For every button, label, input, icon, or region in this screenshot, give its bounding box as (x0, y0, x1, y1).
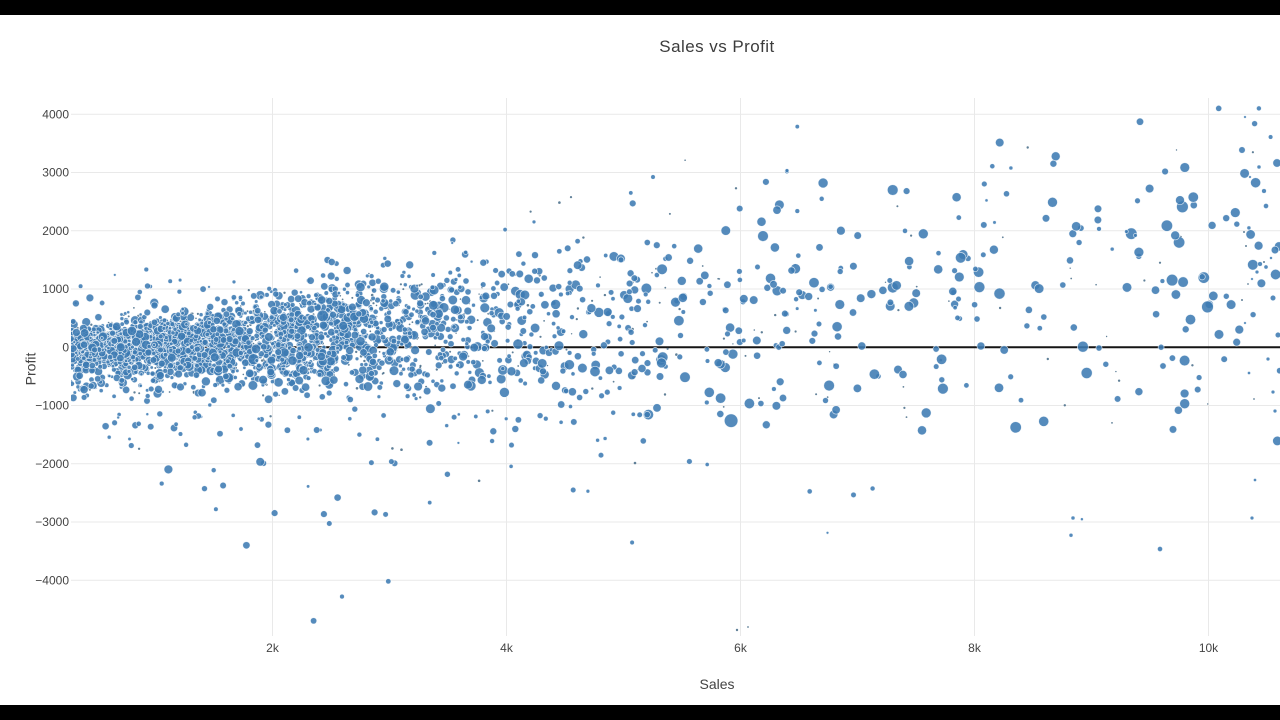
svg-text:Sales vs Profit: Sales vs Profit (659, 37, 774, 56)
svg-text:−4000: −4000 (35, 574, 69, 588)
svg-text:Profit: Profit (23, 353, 39, 386)
svg-text:8k: 8k (968, 641, 982, 655)
svg-text:−3000: −3000 (35, 515, 69, 529)
svg-text:Sales: Sales (699, 676, 734, 692)
svg-text:3000: 3000 (42, 166, 69, 180)
svg-text:1000: 1000 (42, 282, 69, 296)
svg-text:10k: 10k (1199, 641, 1219, 655)
svg-text:4k: 4k (500, 641, 514, 655)
svg-text:−1000: −1000 (35, 399, 69, 413)
svg-text:0: 0 (62, 340, 69, 354)
svg-text:2k: 2k (266, 641, 280, 655)
svg-text:2000: 2000 (42, 224, 69, 238)
svg-text:6k: 6k (734, 641, 748, 655)
svg-text:4000: 4000 (42, 108, 69, 122)
svg-text:−2000: −2000 (35, 457, 69, 471)
